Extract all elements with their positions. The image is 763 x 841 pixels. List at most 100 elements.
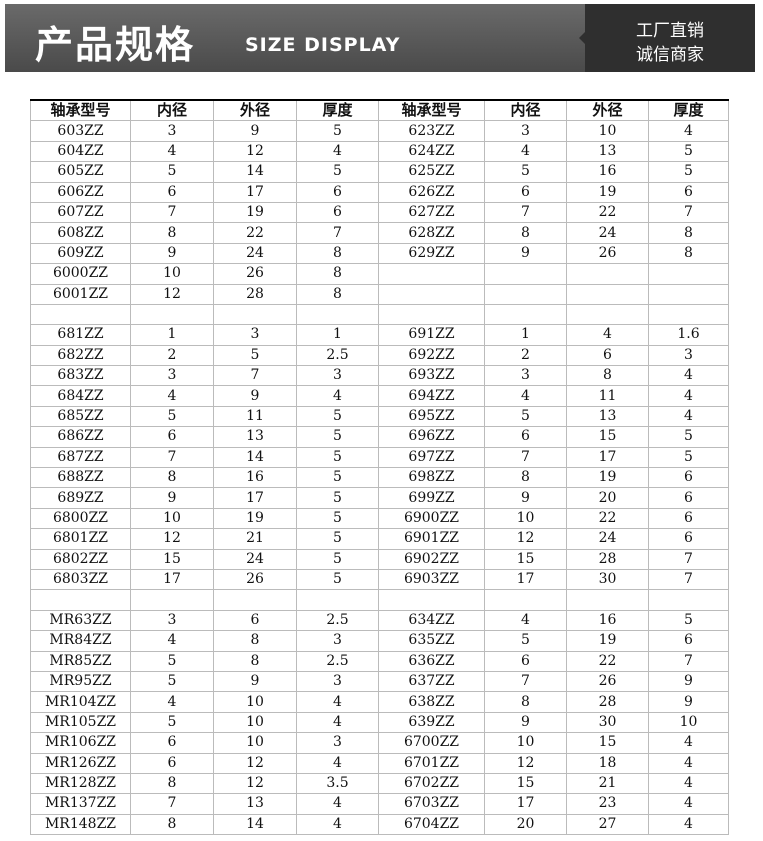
table-cell: 7 [296,222,379,244]
table-cell [648,303,729,326]
table-cell: 5 [484,161,567,183]
table-cell: 10 [130,507,214,530]
table-row: 606ZZ 6 17 6 626ZZ 6 19 6 [30,181,729,203]
table-row: 682ZZ 2 5 2.5 692ZZ 2 6 3 [30,344,729,367]
table-cell: 608ZZ [30,222,131,244]
table-cell: 6900ZZ [378,507,485,530]
table-cell: 22 [566,650,649,672]
table-cell: 5 [296,487,379,509]
table-cell: 4 [648,405,729,428]
table-cell: 5 [296,548,379,570]
table-row: 685ZZ 5 11 5 695ZZ 5 13 4 [30,405,729,428]
table-cell: 4 [130,691,214,713]
table-cell: 3 [648,344,729,367]
table-cell: 5 [296,161,379,183]
table-cell: 8 [484,691,567,713]
table-row: MR104ZZ 4 10 4 638ZZ 8 28 9 [30,691,729,713]
table-cell: 5 [130,650,214,672]
table-cell: 9 [213,670,297,693]
table-cell: 3 [296,670,379,693]
table-row: MR126ZZ 6 12 4 6701ZZ 12 18 4 [30,752,729,774]
table-cell: 1 [296,324,379,346]
table-cell: 699ZZ [378,487,485,509]
table-cell: 13 [566,140,649,163]
table-cell: MR95ZZ [30,670,131,693]
table-cell [484,303,567,326]
table-cell: 6704ZZ [378,813,485,836]
table-cell: 12 [130,283,214,305]
table-cell: 19 [566,630,649,652]
table-cell: 24 [213,242,297,265]
table-cell [484,589,567,611]
table-cell: 27 [566,813,649,836]
table-body: 603ZZ 3 9 5 623ZZ 3 10 4 604ZZ 4 12 4 624ZZ 4 13 5 605ZZ… [30,120,729,836]
table-cell: 9 [648,691,729,713]
table-cell: 684ZZ [30,385,131,407]
table-cell: 12 [484,528,567,550]
table-cell: 15 [566,732,649,754]
table-cell: 626ZZ [378,181,485,203]
table-cell: 9 [130,242,214,265]
table-cell: 19 [566,467,649,489]
table-cell: 4 [648,732,729,754]
table-cell [30,589,131,611]
table-cell: 635ZZ [378,630,485,652]
table-cell: 693ZZ [378,365,485,387]
table-cell: 15 [566,426,649,448]
table-cell: 23 [566,793,649,815]
table-cell: 689ZZ [30,487,131,509]
table-cell [130,303,214,326]
table-cell: 15 [484,772,567,795]
table-row: 609ZZ 9 24 8 629ZZ 9 26 8 [30,242,729,265]
table-row: MR85ZZ 5 8 2.5 636ZZ 6 22 7 [30,650,729,672]
table-cell: 639ZZ [378,711,485,734]
header-banner: 产品规格 SIZE DISPLAY 工厂直销 诚信商家 [5,4,755,72]
table-cell: 683ZZ [30,365,131,387]
table-cell: 7 [484,446,567,469]
table-cell: 605ZZ [30,161,131,183]
table-row: MR148ZZ 8 14 4 6704ZZ 20 27 4 [30,813,729,836]
table-cell: 5 [648,426,729,448]
table-cell: 4 [296,752,379,774]
table-cell: 6 [213,609,297,632]
table-cell: 692ZZ [378,344,485,367]
table-cell: MR148ZZ [30,813,131,836]
table-cell: 4 [130,630,214,652]
column-header: 外径 [213,99,297,122]
table-row: 687ZZ 7 14 5 697ZZ 7 17 5 [30,446,729,469]
table-cell: 22 [213,222,297,244]
table-cell: 606ZZ [30,181,131,203]
table-row: 607ZZ 7 19 6 627ZZ 7 22 7 [30,201,729,224]
table-cell [648,283,729,305]
table-cell [130,589,214,611]
table-cell: 5 [130,670,214,693]
table-row: 6803ZZ 17 26 5 6903ZZ 17 30 7 [30,568,729,591]
table-cell: 7 [648,201,729,224]
table-cell: 4 [484,385,567,407]
table-cell: 17 [484,793,567,815]
side-line: 工厂直销 [636,21,704,41]
table-cell: 9 [484,711,567,734]
table-cell: 21 [213,528,297,550]
table-cell: MR126ZZ [30,752,131,774]
table-cell: 5 [484,630,567,652]
table-row: 683ZZ 3 7 3 693ZZ 3 8 4 [30,365,729,387]
table-cell: 19 [213,507,297,530]
table-cell: 4 [648,385,729,407]
table-cell: 17 [130,568,214,591]
table-row: MR63ZZ 3 6 2.5 634ZZ 4 16 5 [30,609,729,632]
table-cell [566,283,649,305]
table-cell: 7 [213,365,297,387]
table-cell: 15 [130,548,214,570]
table-row: 6802ZZ 15 24 5 6902ZZ 15 28 7 [30,548,729,570]
table-cell: 10 [130,263,214,285]
table-cell: 688ZZ [30,467,131,489]
table-cell: 1.6 [648,324,729,346]
table-cell: 21 [566,772,649,795]
table-cell: 3 [130,120,214,142]
table-row: 681ZZ 1 3 1 691ZZ 1 4 1.6 [30,324,729,346]
table-cell: 3 [130,609,214,632]
side-line: 诚信商家 [636,45,704,65]
table-row: MR106ZZ 6 10 3 6700ZZ 10 15 4 [30,732,729,754]
table-cell: 12 [213,140,297,163]
